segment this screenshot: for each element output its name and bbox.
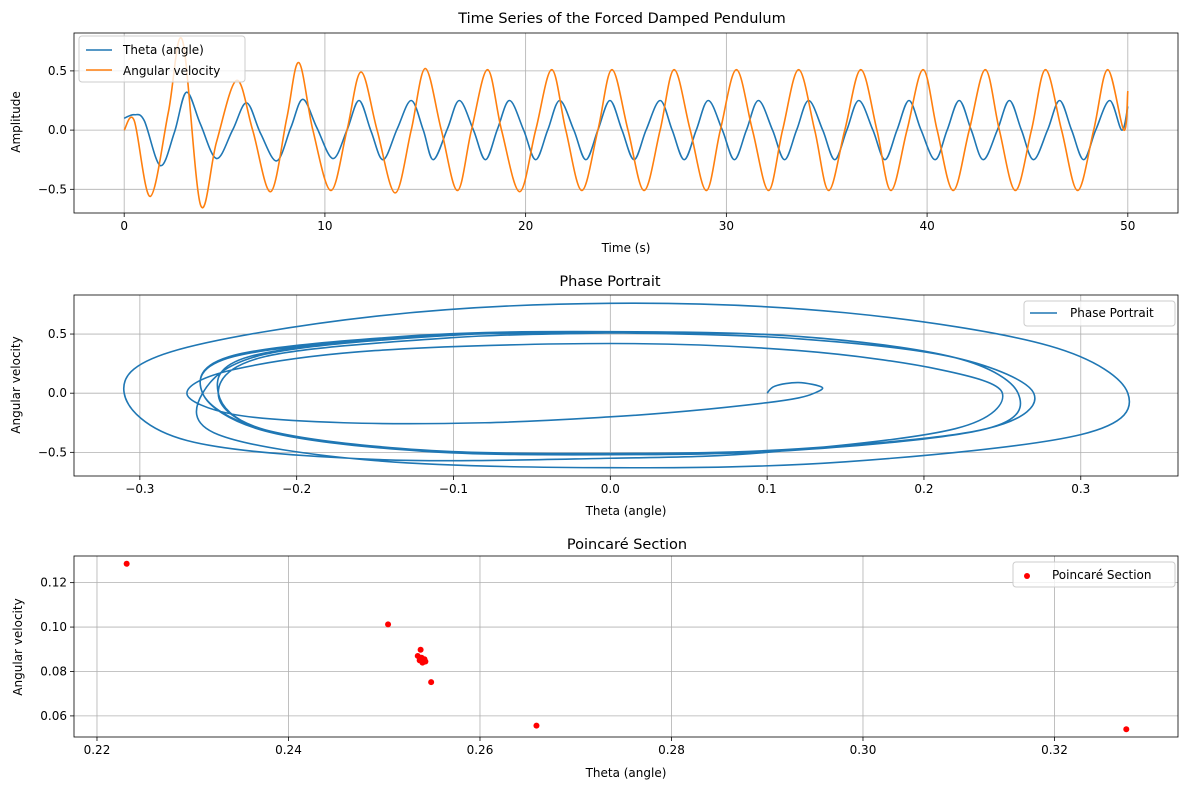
poincare-section-point	[385, 621, 392, 628]
time-series-legend: Theta (angle) Angular velocity	[78, 35, 246, 83]
phase-portrait-lines	[122, 302, 1131, 469]
poincare-section-x-axis-label: Theta (angle)	[585, 766, 667, 780]
poincare-section-y-tick-label: 0.08	[40, 664, 67, 678]
time-series-y-ticks: −0.5 0.0 0.5	[38, 64, 74, 196]
phase-portrait-y-ticks: −0.5 0.0 0.5	[38, 327, 74, 459]
time-series-y-tick-label: −0.5	[38, 182, 67, 196]
phase-portrait-x-axis-label: Theta (angle)	[585, 504, 667, 518]
time-series-series-line-1	[123, 36, 1129, 209]
phase-portrait-x-tick-label: 0.0	[601, 482, 620, 496]
legend-label-poincare-section: Poincaré Section	[1052, 568, 1152, 582]
phase-portrait-frame	[73, 294, 1179, 477]
poincare-section-points	[123, 560, 1130, 733]
phase-portrait-y-tick-label: 0.0	[48, 386, 67, 400]
poincare-section-point	[533, 722, 540, 729]
phase-portrait-x-tick-label: 0.3	[1071, 482, 1090, 496]
time-series-x-ticks: 0 10 20 30 40 50	[120, 213, 1135, 233]
poincare-section-point	[428, 679, 435, 686]
poincare-section-x-tick-label: 0.24	[275, 743, 302, 757]
poincare-section-point	[419, 659, 426, 666]
poincare-section-y-ticks: 0.06 0.08 0.10 0.12	[40, 576, 74, 723]
poincare-section-x-tick-label: 0.28	[658, 743, 685, 757]
poincare-section-legend-box	[1012, 561, 1176, 588]
poincare-section-x-tick-label: 0.26	[467, 743, 494, 757]
legend-label-angular-velocity: Angular velocity	[123, 64, 220, 78]
phase-portrait-legend: Phase Portrait	[1023, 300, 1176, 327]
phase-portrait-x-ticks: −0.3 −0.2 −0.1 0.0 0.1 0.2 0.3	[125, 476, 1090, 496]
time-series-x-axis-label: Time (s)	[601, 241, 651, 255]
phase-portrait-panel: Phase Portrait −0.3 −0.2 −0.1 0.0 0.1 0.2 0.3 …	[9, 274, 1179, 518]
time-series-frame	[73, 32, 1179, 214]
poincare-section-legend: Poincaré Section	[1012, 561, 1176, 588]
time-series-x-tick-label: 20	[518, 219, 533, 233]
poincare-section-point	[123, 560, 130, 567]
poincare-section-y-tick-label: 0.10	[40, 620, 67, 634]
phase-portrait-series-line-0	[122, 302, 1131, 469]
poincare-section-x-tick-label: 0.22	[84, 743, 111, 757]
time-series-panel: Time Series of the Forced Damped Pendulu…	[9, 11, 1179, 255]
poincare-section-panel: Poincaré Section 0.22 0.24 0.26 0.28 0.30 0.3…	[11, 537, 1179, 780]
phase-portrait-x-tick-label: 0.2	[914, 482, 933, 496]
phase-portrait-y-tick-label: −0.5	[38, 445, 67, 459]
time-series-y-tick-label: 0.0	[48, 123, 67, 137]
poincare-section-point	[1123, 726, 1130, 733]
time-series-y-axis-label: Amplitude	[9, 91, 23, 153]
poincare-section-y-tick-label: 0.12	[40, 576, 67, 590]
legend-marker-poincare-section	[1024, 573, 1030, 579]
poincare-section-x-ticks: 0.22 0.24 0.26 0.28 0.30 0.32	[84, 737, 1068, 757]
poincare-section-y-tick-label: 0.06	[40, 709, 67, 723]
poincare-section-x-tick-label: 0.30	[850, 743, 877, 757]
phase-portrait-legend-box	[1023, 300, 1176, 327]
time-series-x-tick-label: 40	[919, 219, 934, 233]
poincare-section-grid	[74, 556, 1178, 737]
time-series-legend-box	[78, 35, 246, 83]
time-series-x-tick-label: 50	[1120, 219, 1135, 233]
time-series-grid	[74, 33, 1178, 213]
legend-label-theta: Theta (angle)	[122, 43, 204, 57]
time-series-y-tick-label: 0.5	[48, 64, 67, 78]
poincare-section-frame	[73, 555, 1179, 738]
phase-portrait-x-tick-label: −0.1	[439, 482, 468, 496]
time-series-x-tick-label: 30	[719, 219, 734, 233]
time-series-title: Time Series of the Forced Damped Pendulu…	[457, 11, 786, 27]
time-series-x-tick-label: 0	[120, 219, 128, 233]
phase-portrait-title: Phase Portrait	[559, 274, 661, 290]
poincare-section-point	[417, 646, 424, 653]
time-series-x-tick-label: 10	[317, 219, 332, 233]
poincare-section-y-axis-label: Angular velocity	[11, 598, 25, 695]
poincare-section-title: Poincaré Section	[567, 537, 687, 553]
time-series-lines	[123, 36, 1129, 209]
phase-portrait-y-tick-label: 0.5	[48, 327, 67, 341]
phase-portrait-x-tick-label: 0.1	[758, 482, 777, 496]
phase-portrait-x-tick-label: −0.2	[282, 482, 311, 496]
phase-portrait-x-tick-label: −0.3	[125, 482, 154, 496]
poincare-section-x-tick-label: 0.32	[1041, 743, 1068, 757]
phase-portrait-y-axis-label: Angular velocity	[9, 336, 23, 433]
legend-label-phase-portrait: Phase Portrait	[1070, 306, 1154, 320]
